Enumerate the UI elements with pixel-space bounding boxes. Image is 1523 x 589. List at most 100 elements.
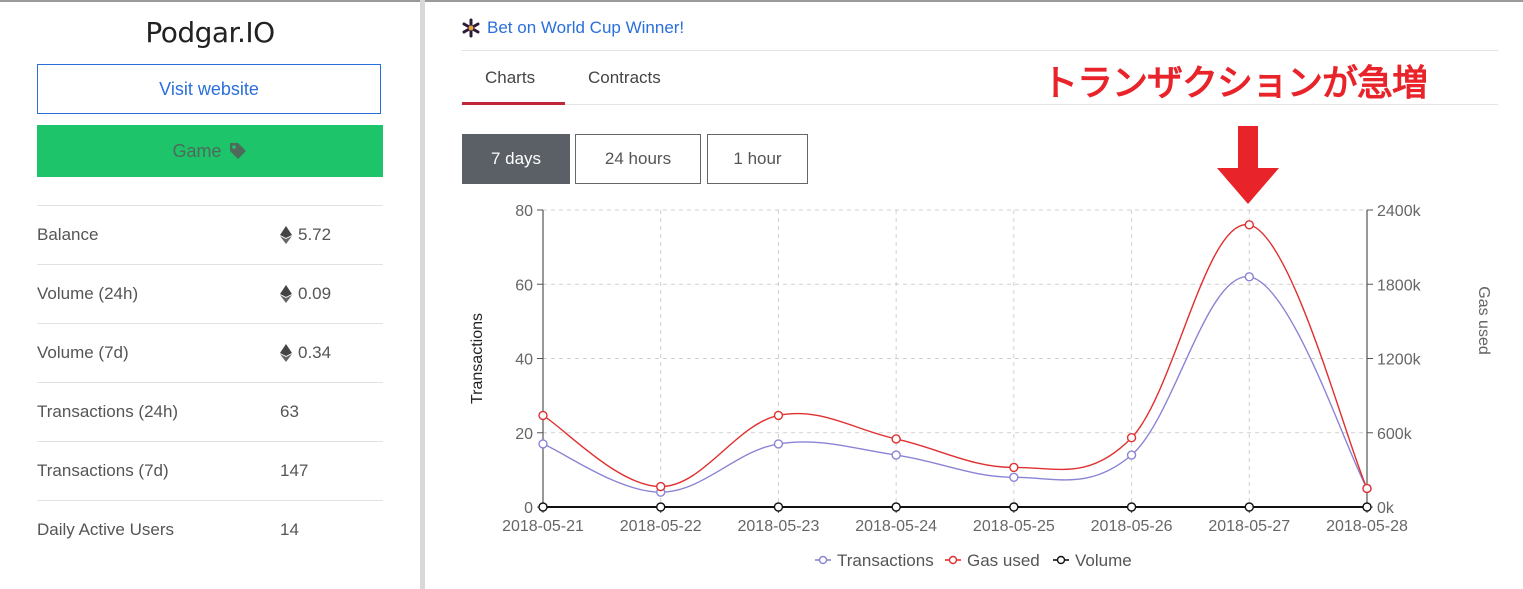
stat-row: Transactions (24h) 63	[37, 382, 383, 441]
tag-icon	[229, 143, 246, 159]
promo-text: Bet on World Cup Winner!	[487, 18, 685, 37]
stat-value-text: 0.09	[298, 284, 332, 303]
tabs-divider	[461, 104, 1498, 105]
panel-divider	[420, 0, 425, 589]
stat-row: Volume (24h) 0.09	[37, 264, 383, 323]
stat-value: 63	[280, 402, 299, 422]
stat-label: Volume (7d)	[37, 343, 129, 362]
data-point-transactions	[891, 450, 901, 460]
data-point-gas-used	[1362, 483, 1372, 494]
stat-row: Transactions (7d) 147	[37, 441, 383, 500]
game-button-label: Game	[172, 140, 222, 161]
stat-label: Volume (24h)	[37, 284, 139, 303]
data-point-gas-used	[1009, 462, 1019, 473]
ethereum-icon	[280, 226, 292, 244]
data-point-volume	[891, 502, 901, 512]
legend-label: Volume	[1075, 551, 1132, 570]
stat-row: Balance 5.72	[37, 205, 383, 264]
visit-website-button[interactable]: Visit website	[37, 64, 381, 114]
active-tab-indicator	[462, 102, 565, 105]
stat-value: 0.34	[280, 343, 331, 363]
ethereum-icon	[280, 344, 292, 362]
x-tick-label: 2018-05-23	[738, 518, 820, 535]
transactions-chart: 0 20 40 60 80 0k 600k 1200k 1800k 2400k 2018-05-21…	[469, 126, 1492, 570]
stat-value-text: 0.34	[298, 343, 332, 362]
data-point-transactions	[1244, 272, 1254, 282]
y-axis-title: Transactions	[469, 313, 486, 404]
tab-contracts[interactable]: Contracts	[588, 68, 661, 87]
data-point-transactions	[1126, 450, 1137, 460]
stats-list: Balance 5.72 Volume (24h) 0.09 Volume (7d) 0.…	[37, 205, 383, 559]
app-title: Podgar.IO	[145, 16, 275, 49]
x-tick-label: 2018-05-21	[502, 518, 584, 535]
stat-value: 14	[280, 520, 299, 540]
x-tick-label: 2018-05-28	[1326, 518, 1408, 535]
tab-charts[interactable]: Charts	[485, 68, 536, 87]
data-point-volume	[1244, 502, 1254, 512]
y-tick-label: 0	[524, 500, 533, 517]
x-tick-label: 2018-05-27	[1208, 518, 1290, 535]
data-point-gas-used	[1244, 220, 1254, 230]
sidebar: Podgar.IO Visit website Game Balance 5.72…	[0, 2, 420, 589]
y-tick-label: 80	[515, 203, 533, 220]
stat-value-text: 14	[280, 520, 299, 539]
stat-label: Transactions (24h)	[37, 402, 179, 421]
data-point-gas-used	[773, 410, 784, 421]
y-tick-label: 60	[515, 277, 533, 294]
legend-swatch-marker	[1056, 555, 1066, 565]
data-point-volume	[1362, 502, 1372, 512]
y2-axis-title: Gas used	[1475, 286, 1492, 354]
data-point-gas-used	[1126, 433, 1137, 443]
window-top-border	[0, 0, 1523, 2]
x-tick-label: 2018-05-22	[620, 518, 702, 535]
range-24-hours-button[interactable]: 24 hours	[575, 134, 701, 184]
legend-swatch-marker	[818, 555, 828, 565]
y2-tick-label: 2400k	[1377, 203, 1422, 220]
game-button[interactable]: Game	[37, 125, 383, 177]
data-point-transactions	[773, 439, 784, 449]
stat-value-text: 63	[280, 402, 299, 421]
data-point-volume	[538, 502, 548, 512]
main-panel: Bet on World Cup Winner! Charts Contract…	[425, 2, 1523, 589]
stat-value: 5.72	[280, 225, 331, 245]
annotation-down-arrow-icon	[1217, 126, 1279, 204]
annotation-text: トランザクションが急増	[1042, 63, 1428, 104]
y-tick-label: 20	[515, 426, 533, 443]
legend-label: Gas used	[967, 551, 1040, 570]
stat-value: 0.09	[280, 284, 331, 304]
data-point-transactions	[538, 439, 548, 449]
stat-label: Transactions (7d)	[37, 461, 169, 480]
legend-label: Transactions	[837, 551, 934, 570]
range-7-days-button[interactable]: 7 days	[462, 134, 570, 184]
x-tick-label: 2018-05-26	[1091, 518, 1173, 535]
promo-link[interactable]: Bet on World Cup Winner!	[461, 18, 684, 38]
data-point-gas-used	[538, 410, 548, 421]
stat-value-text: 147	[280, 461, 309, 480]
promo-divider	[461, 50, 1498, 51]
stat-label: Daily Active Users	[37, 520, 174, 539]
data-point-gas-used	[891, 434, 901, 444]
data-point-volume	[1009, 502, 1019, 512]
stat-row: Daily Active Users 14	[37, 500, 383, 559]
x-tick-label: 2018-05-24	[855, 518, 937, 535]
x-tick-label: 2018-05-25	[973, 518, 1055, 535]
stat-label: Balance	[37, 225, 99, 244]
y2-tick-label: 0k	[1377, 500, 1395, 517]
series-line-gas-used	[542, 224, 1368, 489]
data-point-volume	[773, 502, 784, 512]
range-1-hour-button[interactable]: 1 hour	[707, 134, 808, 184]
data-point-gas-used	[656, 481, 666, 492]
data-point-volume	[1126, 502, 1137, 512]
legend-swatch-marker	[948, 555, 958, 565]
asterisk-icon	[462, 18, 480, 38]
stat-value-text: 5.72	[298, 225, 332, 244]
y-tick-label: 40	[515, 352, 533, 369]
data-point-transactions	[1009, 472, 1019, 482]
y2-tick-label: 1800k	[1377, 277, 1422, 294]
y2-tick-label: 1200k	[1377, 352, 1422, 369]
data-point-volume	[656, 502, 666, 512]
ethereum-icon	[280, 285, 292, 303]
y2-tick-label: 600k	[1377, 426, 1413, 443]
stat-value: 147	[280, 461, 308, 481]
series-line-transactions	[542, 276, 1368, 493]
